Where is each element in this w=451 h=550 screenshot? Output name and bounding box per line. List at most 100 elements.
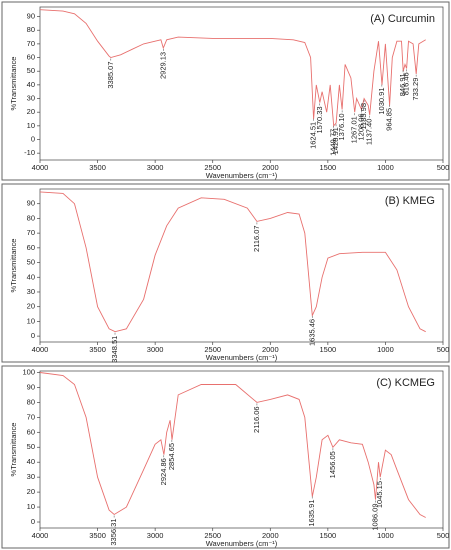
y-tick-label: 60 (27, 427, 35, 436)
y-axis-label: %Transmittance (9, 57, 18, 111)
y-tick-label: 0 (31, 331, 35, 340)
peak-label: 1185.98 (359, 103, 368, 130)
peak-label: 1376.10 (337, 113, 346, 140)
peak-label: 1045.15 (375, 481, 384, 508)
peak-label: 1208.06 (356, 113, 365, 140)
peak-label: 1624.51 (308, 122, 317, 149)
y-tick-label: 20 (27, 107, 35, 116)
spectrum-line (39, 9, 426, 127)
peak-label: 733.29 (411, 78, 420, 101)
peak-label: 1030.91 (377, 88, 386, 115)
y-tick-label: 20 (27, 487, 35, 496)
x-tick-label: 3000 (147, 345, 164, 354)
x-tick-label: 500 (437, 345, 450, 354)
peak-label: 2854.65 (167, 443, 176, 470)
y-axis-label: %Transmittance (9, 239, 18, 293)
peak-label: 2116.07 (252, 225, 261, 252)
x-axis-label: Wavenumbers (cm⁻¹) (206, 171, 278, 180)
peak-label: 2924.86 (159, 458, 168, 485)
y-tick-label: 40 (27, 272, 35, 281)
x-tick-label: 3000 (147, 531, 164, 540)
panel-frame (1, 365, 450, 549)
y-tick-label: 80 (27, 213, 35, 222)
x-tick-label: 1000 (377, 531, 394, 540)
x-tick-label: 1500 (320, 531, 337, 540)
x-tick-label: 2000 (262, 531, 279, 540)
x-tick-label: 2500 (204, 345, 221, 354)
panel-frame (1, 1, 450, 181)
peak-label: 3356.31 (109, 519, 118, 546)
y-tick-label: 60 (27, 53, 35, 62)
x-tick-label: 4000 (32, 345, 49, 354)
peak-label: 1449.77 (329, 129, 338, 156)
panel-title: (A) Curcumin (370, 13, 435, 25)
y-tick-label: 60 (27, 243, 35, 252)
y-tick-label: 30 (27, 287, 35, 296)
y-tick-label: 70 (27, 412, 35, 421)
x-tick-label: 2500 (204, 531, 221, 540)
y-axis-label: %Transmittance (9, 423, 18, 477)
y-tick-label: 80 (27, 25, 35, 34)
plot-frame (39, 370, 444, 529)
x-tick-label: 1500 (320, 345, 337, 354)
y-tick-label: 20 (27, 302, 35, 311)
y-tick-label: 30 (27, 94, 35, 103)
spectrum-line (39, 191, 426, 333)
panel-title: (C) KCMEG (376, 377, 435, 389)
y-tick-label: 50 (27, 442, 35, 451)
peak-label: 964.85 (384, 108, 393, 131)
spectrum-line (39, 372, 426, 518)
y-tick-label: 90 (27, 382, 35, 391)
peak-label: 1570.33 (315, 106, 324, 133)
x-tick-label: 2000 (262, 163, 279, 172)
y-tick-label: 40 (27, 457, 35, 466)
x-tick-label: 4000 (32, 531, 49, 540)
peak-label: 1086.09 (370, 504, 379, 531)
peak-label: 816.46 (402, 72, 411, 95)
x-axis-label: Wavenumbers (cm⁻¹) (206, 353, 278, 362)
y-tick-label: 50 (27, 258, 35, 267)
x-tick-label: 1000 (377, 163, 394, 172)
plot-frame (39, 188, 444, 343)
y-tick-label: 0 (31, 517, 35, 526)
peak-label: 1137.40 (365, 119, 374, 146)
y-tick-label: 10 (27, 316, 35, 325)
peak-label: 1267.01 (350, 116, 359, 143)
x-tick-label: 2500 (204, 163, 221, 172)
peak-label: 846.91 (398, 73, 407, 96)
y-tick-label: 70 (27, 39, 35, 48)
x-tick-label: 3500 (89, 345, 106, 354)
peak-label: 1456.05 (328, 451, 337, 478)
y-tick-label: 100 (22, 367, 35, 376)
x-tick-label: 3500 (89, 163, 106, 172)
peak-label: 2929.13 (158, 52, 167, 79)
peak-label: 2116.06 (252, 406, 261, 433)
y-tick-label: 70 (27, 228, 35, 237)
x-tick-label: 500 (437, 163, 450, 172)
x-tick-label: 3000 (147, 163, 164, 172)
panel-frame (1, 183, 450, 363)
y-tick-label: -10 (24, 148, 35, 157)
y-tick-label: 40 (27, 80, 35, 89)
plot-frame (39, 6, 444, 161)
peak-label: 3348.51 (110, 336, 119, 363)
x-tick-label: 4000 (32, 163, 49, 172)
y-tick-label: 10 (27, 121, 35, 130)
panel-title: (B) KMEG (385, 195, 435, 207)
x-tick-label: 3500 (89, 531, 106, 540)
y-tick-label: 0 (31, 134, 35, 143)
y-tick-label: 90 (27, 199, 35, 208)
peak-label: 1635.46 (307, 319, 316, 346)
y-tick-label: 80 (27, 397, 35, 406)
peak-label: 1635.91 (307, 500, 316, 527)
x-tick-label: 1500 (320, 163, 337, 172)
y-tick-label: 10 (27, 502, 35, 511)
x-tick-label: 500 (437, 531, 450, 540)
x-tick-label: 1000 (377, 345, 394, 354)
peak-label: 1428.91 (331, 127, 340, 154)
peak-label: 3385.07 (106, 62, 115, 89)
y-tick-label: 30 (27, 472, 35, 481)
y-tick-label: 90 (27, 12, 35, 21)
y-tick-label: 50 (27, 66, 35, 75)
